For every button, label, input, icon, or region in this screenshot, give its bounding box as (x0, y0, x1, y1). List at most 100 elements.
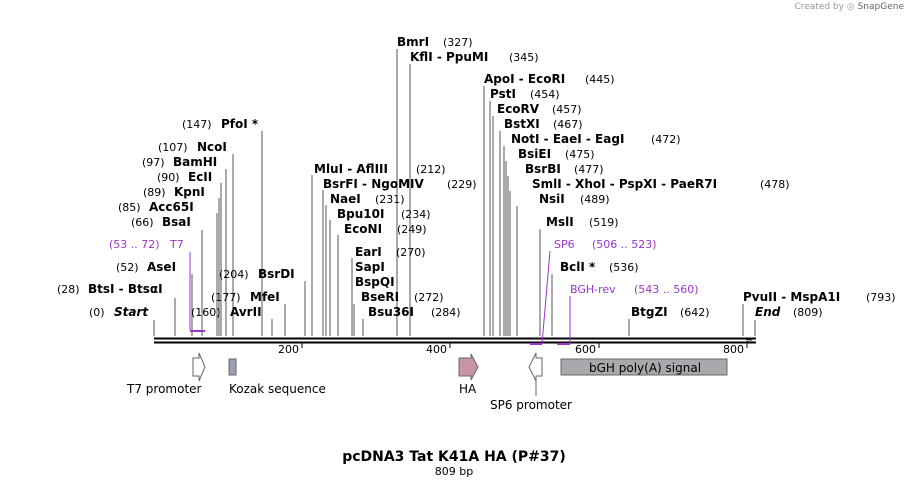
site-position: (489) (580, 193, 610, 206)
site-position: (475) (565, 148, 595, 161)
site-name: PvuII - MspA1I (743, 290, 840, 304)
site-name: Bpu10I (337, 207, 384, 221)
bgh-polya-box (560, 358, 728, 376)
kozak-sequence-box (228, 358, 237, 376)
feature-label: Kozak sequence (229, 382, 326, 396)
site-position: (234) (401, 208, 431, 221)
feature-label: HA (459, 382, 477, 396)
site-position: (85) (118, 201, 141, 214)
site-name: NcoI (197, 140, 227, 154)
site-position: (249) (397, 223, 427, 236)
primer-name: T7 (169, 238, 184, 251)
credit-brand: SnapGene (857, 2, 904, 12)
sequence-backbone: ≈ (154, 336, 756, 347)
site-name: BspQI (355, 275, 395, 289)
site-position: (284) (431, 306, 461, 319)
primer-name: BGH-rev (570, 283, 616, 296)
site-name: Bsu36I (368, 305, 414, 319)
primer-name: SP6 (554, 238, 575, 251)
svg-text:≈: ≈ (745, 336, 753, 347)
tick-label: 200 (278, 343, 299, 356)
site-name: BmrI (397, 35, 429, 49)
site-name: AvrII (230, 305, 262, 319)
site-position: (212) (416, 163, 446, 176)
ha-tag-arrow (458, 353, 479, 381)
site-name: NsiI (539, 192, 565, 206)
site-position: (52) (116, 261, 139, 274)
site-name: BsrBI (525, 162, 561, 176)
site-position: (160) (191, 306, 221, 319)
site-position: (536) (609, 261, 639, 274)
site-position: (97) (142, 156, 165, 169)
site-name: BamHI (173, 155, 217, 169)
primer-range: (543 .. 560) (634, 283, 699, 296)
site-position: (642) (680, 306, 710, 319)
site-name: BclI * (560, 260, 596, 274)
site-name: PfoI * (221, 117, 259, 131)
site-position: (477) (574, 163, 604, 176)
tick-label: 800 (723, 343, 744, 356)
credit-text: Created by (794, 2, 844, 12)
site-position: (327) (443, 36, 473, 49)
primer-range: (53 .. 72) (109, 238, 160, 251)
site-position: (467) (553, 118, 583, 131)
site-name: KpnI (174, 185, 205, 199)
site-position: (231) (375, 193, 405, 206)
site-name: EcoRV (497, 102, 540, 116)
site-name: NotI - EaeI - EagI (511, 132, 624, 146)
site-name: ApoI - EcoRI (484, 72, 565, 86)
site-position: (472) (651, 133, 681, 146)
restriction-sites: (0) Start (28) BtsI - BtsαI (52) AseI (6… (57, 35, 896, 319)
sp6-promoter-arrow (528, 352, 543, 382)
site-name: EcoNI (344, 222, 382, 236)
site-name: MfeI (250, 290, 280, 304)
site-name: BsaI (162, 215, 191, 229)
tick-label: 600 (575, 343, 596, 356)
site-name: BsiEI (518, 147, 551, 161)
site-position: (345) (509, 51, 539, 64)
site-name: EarI (355, 245, 382, 259)
scale-ticks: 200 400 600 800 (278, 343, 748, 356)
features: T7 promoter Kozak sequence HA SP6 promot… (126, 352, 728, 412)
site-position: (89) (143, 186, 166, 199)
site-name: NaeI (330, 192, 361, 206)
primer-range: (506 .. 523) (592, 238, 657, 251)
t7-promoter-arrow (192, 352, 206, 382)
site-position: (177) (211, 291, 241, 304)
site-name: BtsI - BtsαI (88, 282, 163, 296)
site-position: (809) (793, 306, 823, 319)
snapgene-credit: Created by ◎ SnapGene (794, 2, 904, 12)
site-position: (90) (157, 171, 180, 184)
site-position: (107) (158, 141, 188, 154)
site-position: (147) (182, 118, 212, 131)
site-name: Start (114, 305, 149, 319)
site-position: (454) (530, 88, 560, 101)
site-position: (28) (57, 283, 80, 296)
site-position: (519) (589, 216, 619, 229)
site-name: AseI (147, 260, 176, 274)
map-title: pcDNA3 Tat K41A HA (P#37) (342, 449, 566, 465)
site-name: PstI (490, 87, 516, 101)
site-position: (478) (760, 178, 790, 191)
site-name: KflI - PpuMI (410, 50, 488, 64)
feature-label: bGH poly(A) signal (589, 361, 701, 375)
site-name: Acc65I (149, 200, 194, 214)
site-leader-lines (153, 49, 756, 336)
primer-labels: (53 .. 72) T7 SP6 (506 .. 523) BGH-rev (… (109, 238, 699, 296)
site-name: SmlI - XhoI - PspXI - PaeR7I (532, 177, 717, 191)
site-position: (204) (219, 268, 249, 281)
site-name: EcII (188, 170, 212, 184)
site-position: (229) (447, 178, 477, 191)
site-position: (66) (131, 216, 154, 229)
site-name: BsrDI (258, 267, 295, 281)
sequence-length: 809 bp (435, 465, 473, 478)
site-name: MslI (546, 215, 574, 229)
site-position: (0) (89, 306, 105, 319)
site-name: BsrFI - NgoMIV (323, 177, 424, 191)
site-name: SapI (355, 260, 385, 274)
site-name: BseRI (361, 290, 399, 304)
tick-label: 400 (426, 343, 447, 356)
feature-label: T7 promoter (126, 382, 202, 396)
primer-markers (189, 250, 571, 345)
